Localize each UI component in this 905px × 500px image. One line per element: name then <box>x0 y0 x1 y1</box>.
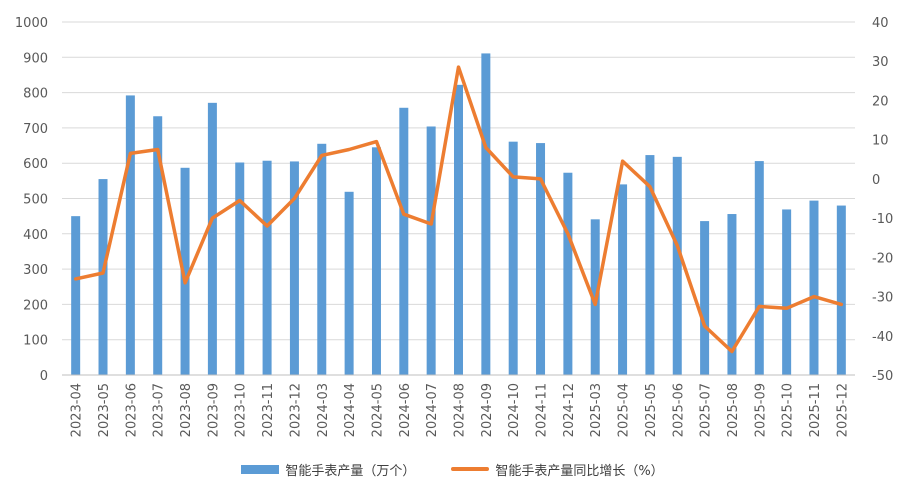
bar <box>672 156 682 375</box>
x-tick-label: 2025-09 <box>753 383 768 437</box>
bar <box>125 95 135 375</box>
x-tick-label: 2023-04 <box>70 383 85 437</box>
y-left-tick-label: 300 <box>23 263 48 278</box>
x-tick-label: 2023-10 <box>234 383 249 437</box>
x-tick-label: 2024-11 <box>535 383 550 437</box>
x-tick-label: 2023-06 <box>124 383 139 437</box>
bar <box>809 200 819 375</box>
y-left-tick-label: 400 <box>23 228 48 243</box>
bar <box>235 162 245 375</box>
x-tick-label: 2024-10 <box>507 383 522 437</box>
x-tick-label: 2025-10 <box>781 383 796 437</box>
x-tick-label: 2023-05 <box>97 383 112 437</box>
bar <box>344 191 354 375</box>
y-right-tick-label: 20 <box>872 94 889 109</box>
y-right-tick-label: 10 <box>872 134 889 149</box>
x-tick-label: 2024-09 <box>480 383 495 437</box>
x-tick-label: 2023-12 <box>288 383 303 437</box>
y-axis-left: 0 100 200 300 400 500 600 700 800 900 1000 <box>15 16 48 384</box>
x-tick-label: 2025-07 <box>699 383 714 437</box>
bar <box>700 221 710 375</box>
x-tick-label: 2024-07 <box>425 383 440 437</box>
bar <box>536 143 546 375</box>
x-tick-label: 2024-06 <box>398 383 413 437</box>
y-right-tick-label: -40 <box>872 330 893 345</box>
bar <box>289 161 299 375</box>
x-axis: 2023-04 2023-05 2023-06 2023-07 2023-08 2023-… <box>62 374 855 437</box>
legend-swatch-bar <box>241 464 280 474</box>
y-right-tick-label: -30 <box>872 291 893 306</box>
x-tick-label: 2025-05 <box>644 383 659 437</box>
x-tick-label: 2025-06 <box>671 383 686 437</box>
y-right-tick-label: 40 <box>872 16 889 31</box>
x-tick-label: 2023-07 <box>152 383 167 437</box>
y-left-tick-label: 500 <box>23 193 48 208</box>
x-tick-label: 2025-04 <box>617 383 632 437</box>
line-series <box>73 65 844 354</box>
x-tick-label: 2023-09 <box>206 383 221 437</box>
y-right-tick-label: -50 <box>872 369 893 384</box>
y-left-tick-label: 0 <box>40 369 48 384</box>
y-right-tick-label: -10 <box>872 212 893 227</box>
bar <box>454 84 463 376</box>
x-tick-label: 2025-08 <box>726 383 741 437</box>
y-right-tick-label: -20 <box>872 251 893 266</box>
bar <box>645 155 655 375</box>
x-tick-label: 2025-11 <box>808 383 823 437</box>
bar <box>836 205 846 375</box>
bar <box>71 216 81 375</box>
legend-swatch-line <box>451 467 490 471</box>
bar <box>618 184 628 375</box>
x-tick-label: 2025-03 <box>589 383 604 437</box>
x-tick-label: 2024-03 <box>316 383 331 437</box>
bar <box>262 160 272 375</box>
bar <box>481 53 491 376</box>
bar <box>754 161 764 375</box>
bar <box>317 143 327 375</box>
y-left-tick-label: 600 <box>23 157 48 172</box>
x-tick-label: 2024-12 <box>562 383 577 437</box>
y-left-tick-label: 900 <box>23 51 48 66</box>
x-tick-label: 2023-11 <box>261 383 276 437</box>
legend-item-line: 智能手表产量同比增长（%） <box>451 460 664 479</box>
y-left-tick-label: 200 <box>23 298 48 313</box>
bar-series <box>71 53 846 376</box>
bar <box>426 126 436 375</box>
bar <box>180 167 190 375</box>
legend-item-bar: 智能手表产量（万个） <box>241 460 415 479</box>
bar <box>371 147 381 375</box>
bar <box>563 172 573 375</box>
legend: 智能手表产量（万个） 智能手表产量同比增长（%） <box>0 458 905 480</box>
x-tick-label: 2024-05 <box>371 383 386 437</box>
bar <box>508 141 518 375</box>
bar <box>727 214 737 375</box>
y-left-tick-label: 800 <box>23 87 48 102</box>
bar <box>98 179 108 375</box>
y-left-tick-label: 700 <box>23 122 48 137</box>
legend-label-line: 智能手表产量同比增长（%） <box>495 463 664 479</box>
x-tick-label: 2024-04 <box>343 383 358 437</box>
bar <box>399 107 409 376</box>
x-tick-label: 2025-12 <box>835 383 850 437</box>
y-left-tick-label: 100 <box>23 334 48 349</box>
y-left-tick-label: 1000 <box>15 16 48 31</box>
legend-label-bar: 智能手表产量（万个） <box>285 463 416 479</box>
y-axis-right: -50 -40 -30 -20 -10 0 10 20 30 40 <box>872 16 893 384</box>
bar <box>153 116 163 375</box>
series-line <box>73 65 844 354</box>
bar <box>207 102 217 375</box>
x-tick-label: 2024-08 <box>453 383 468 437</box>
x-tick-label: 2023-08 <box>179 383 194 437</box>
y-right-tick-label: 0 <box>872 173 880 188</box>
bar <box>782 209 792 375</box>
y-right-tick-label: 30 <box>872 55 889 70</box>
